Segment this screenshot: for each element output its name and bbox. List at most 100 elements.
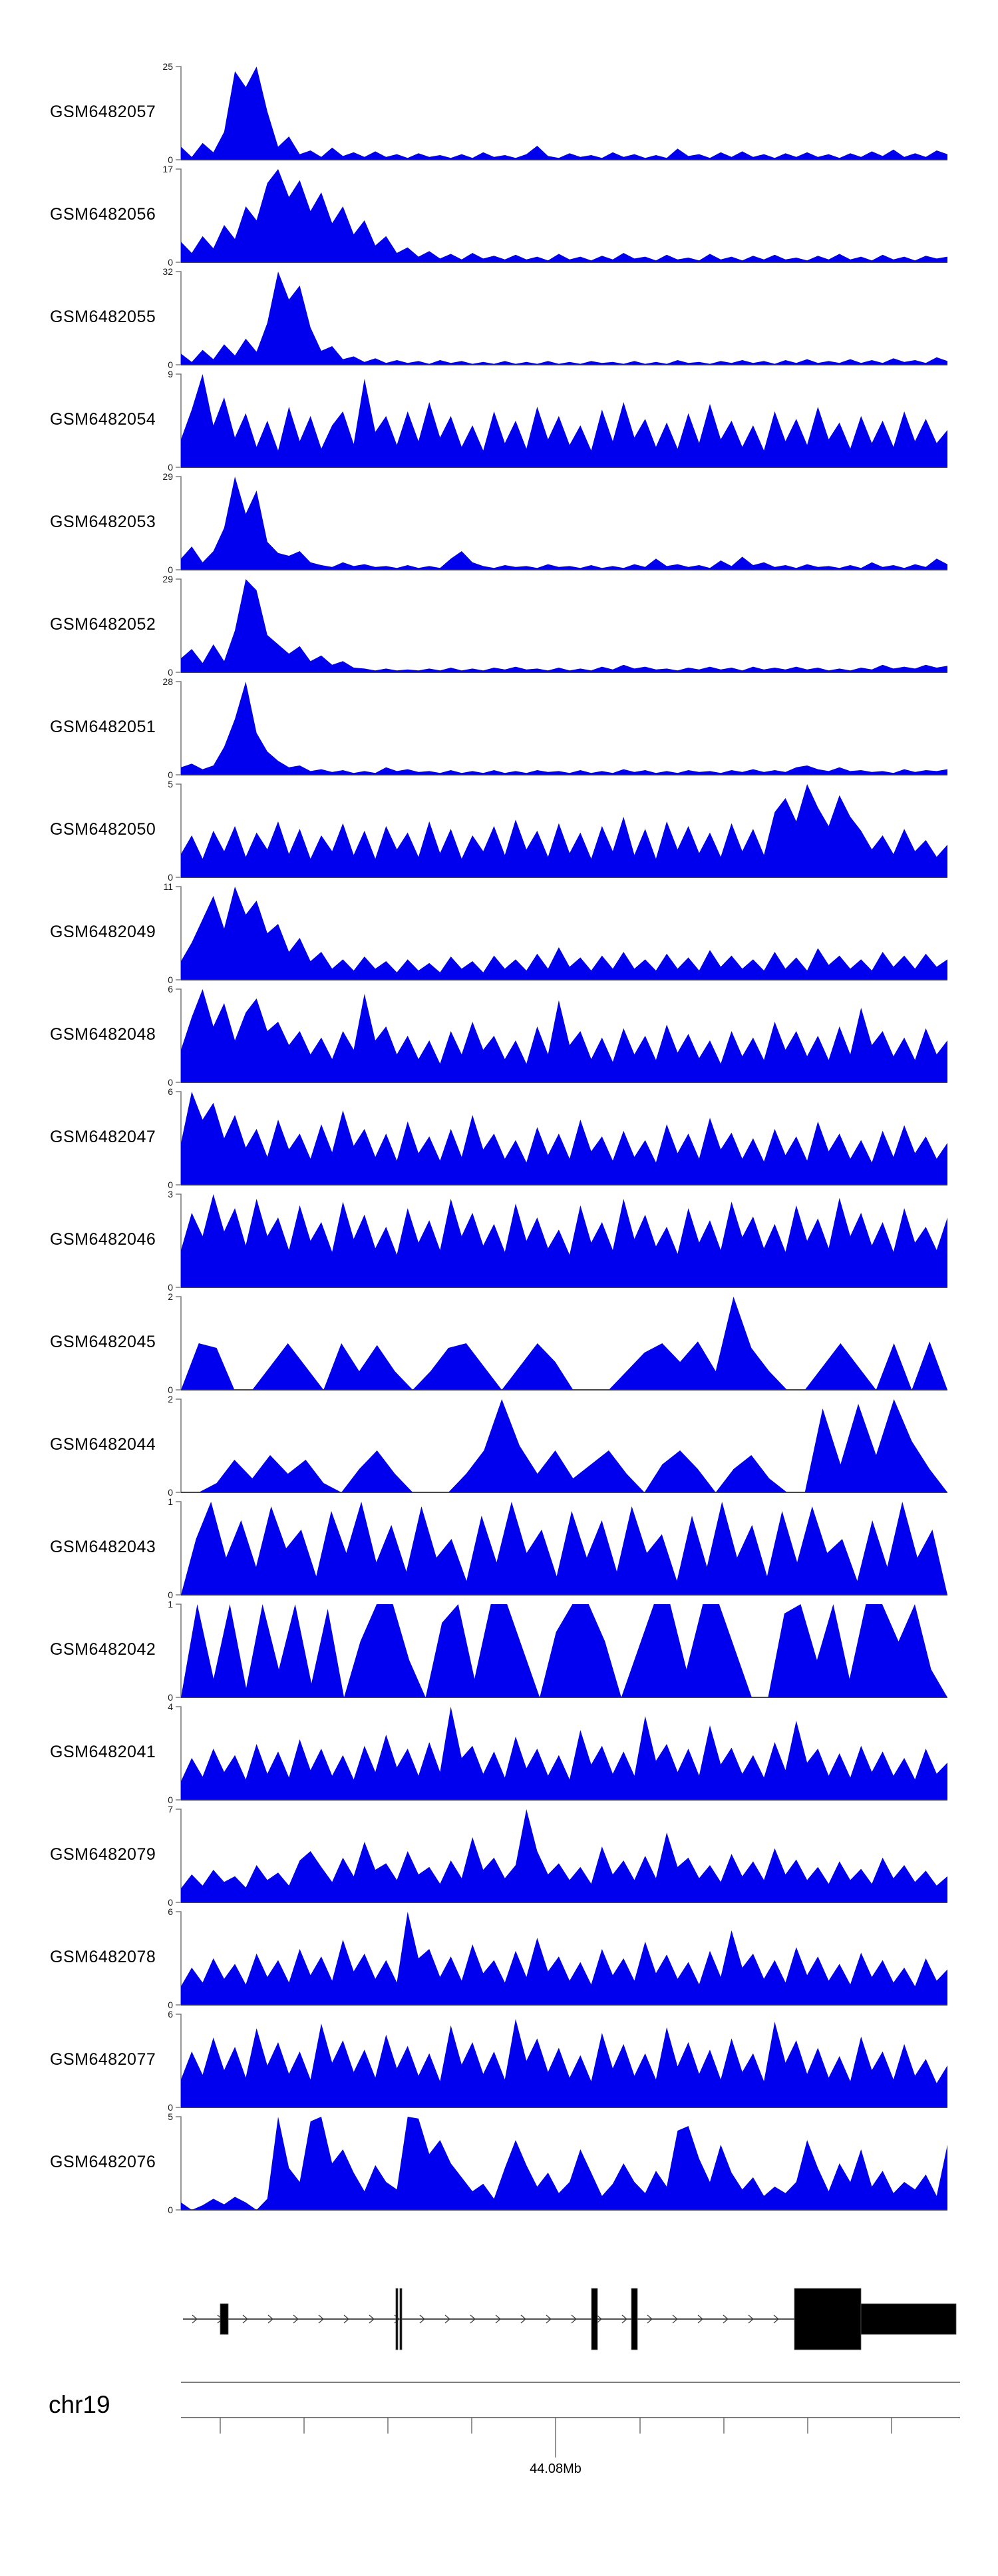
data-track-row: GSM6482052 29 0 xyxy=(0,572,998,680)
coverage-plot: 20 xyxy=(168,1291,947,1395)
y-axis-zero-label: 0 xyxy=(168,872,173,883)
strand-arrow-icon xyxy=(520,2314,526,2324)
data-track-row: GSM6482053 29 0 xyxy=(0,470,998,578)
coverage-plot: 60 xyxy=(168,984,947,1088)
y-axis-bracket xyxy=(176,1809,182,1903)
strand-arrow-icon xyxy=(773,2314,779,2324)
strand-arrow-icon xyxy=(267,2314,273,2324)
strand-arrow-icon xyxy=(369,2314,375,2324)
coverage-area xyxy=(181,2019,947,2107)
strand-arrow-icon xyxy=(444,2314,450,2324)
coverage-plot: 17 0 xyxy=(162,164,947,268)
data-track-row: GSM6482076 5 0 xyxy=(0,2110,998,2218)
coverage-plot: 50 xyxy=(168,2111,947,2215)
strand-arrow-icon xyxy=(495,2314,501,2324)
coverage-plot: 25 0 xyxy=(162,61,947,165)
track-label: GSM6482077 xyxy=(50,2050,156,2069)
y-axis-max-label: 4 xyxy=(168,1701,173,1712)
coverage-plot: 30 xyxy=(168,1189,947,1293)
exon-block xyxy=(794,2288,862,2350)
strand-arrow-icon xyxy=(596,2314,602,2324)
track-label: GSM6482076 xyxy=(50,2153,156,2171)
coverage-plot: 29 0 xyxy=(162,574,947,678)
track-label: GSM6482055 xyxy=(50,308,156,326)
coverage-plot: 70 xyxy=(168,1804,947,1908)
track-label: GSM6482078 xyxy=(50,1948,156,1966)
y-axis-zero-label: 0 xyxy=(168,1385,173,1395)
y-axis-zero-label: 0 xyxy=(168,2205,173,2215)
data-track-row: GSM6482054 9 0 xyxy=(0,367,998,475)
y-axis-max-label: 6 xyxy=(168,1906,173,1917)
track-label: GSM6482047 xyxy=(50,1128,156,1146)
strand-arrow-icon xyxy=(343,2314,349,2324)
exon-block xyxy=(399,2288,403,2350)
data-track-row: GSM6482045 2 0 xyxy=(0,1290,998,1398)
coverage-area xyxy=(181,579,947,672)
track-label: GSM6482079 xyxy=(50,1845,156,1864)
track-label: GSM6482050 xyxy=(50,820,156,839)
y-axis-bracket xyxy=(176,1501,182,1596)
y-axis-max-label: 29 xyxy=(162,471,173,482)
y-axis-zero-label: 0 xyxy=(168,1487,173,1498)
coverage-area xyxy=(181,1707,947,1800)
data-track-row: GSM6482078 6 0 xyxy=(0,1905,998,2013)
strand-arrow-icon xyxy=(192,2314,198,2324)
data-track-row: GSM6482044 2 0 xyxy=(0,1393,998,1500)
coverage-area xyxy=(181,169,947,262)
coverage-plot: 10 xyxy=(168,1496,947,1600)
y-axis-bracket xyxy=(176,271,182,365)
y-axis-zero-label: 0 xyxy=(168,1077,173,1088)
coverage-area xyxy=(181,784,947,877)
track-label: GSM6482053 xyxy=(50,513,156,531)
y-axis-bracket xyxy=(176,2014,182,2108)
y-axis-max-label: 5 xyxy=(168,2111,173,2122)
track-label: GSM6482054 xyxy=(50,410,156,429)
exon-block xyxy=(860,2303,957,2335)
track-label: GSM6482049 xyxy=(50,923,156,941)
coverage-plot: 60 xyxy=(168,1086,947,1190)
data-track-row: GSM6482056 17 0 xyxy=(0,162,998,270)
data-track-row: GSM6482077 6 0 xyxy=(0,2008,998,2115)
track-label: GSM6482051 xyxy=(50,718,156,736)
y-axis-max-label: 9 xyxy=(168,369,173,379)
y-axis-max-label: 6 xyxy=(168,1086,173,1097)
coverage-plot: 20 xyxy=(168,1394,947,1498)
y-axis-max-label: 2 xyxy=(168,1394,173,1404)
y-axis-max-label: 6 xyxy=(168,2009,173,2020)
data-track-row: GSM6482057 25 0 xyxy=(0,60,998,168)
strand-arrow-icon xyxy=(242,2314,248,2324)
coverage-area xyxy=(181,1912,947,2005)
coverage-area xyxy=(181,67,947,160)
track-label: GSM6482045 xyxy=(50,1333,156,1351)
y-axis-zero-label: 0 xyxy=(168,1795,173,1805)
chromosome-label: chr19 xyxy=(49,2391,110,2418)
coverage-area xyxy=(181,1604,947,1697)
y-axis-zero-label: 0 xyxy=(168,1590,173,1600)
coverage-plot: 90 xyxy=(168,369,947,473)
y-axis-bracket xyxy=(176,681,182,775)
coverage-area xyxy=(181,1297,947,1390)
y-axis-max-label: 2 xyxy=(168,1291,173,1302)
y-axis-zero-label: 0 xyxy=(168,769,173,780)
coverage-area xyxy=(181,887,947,980)
coverage-area xyxy=(181,477,947,570)
track-label: GSM6482044 xyxy=(50,1435,156,1454)
track-label: GSM6482042 xyxy=(50,1640,156,1659)
coverage-plot: 28 0 xyxy=(162,676,947,780)
coverage-area xyxy=(181,989,947,1082)
strand-arrow-icon xyxy=(697,2314,703,2324)
strand-arrow-icon xyxy=(318,2314,324,2324)
y-axis-bracket xyxy=(176,1193,182,1288)
y-axis-max-label: 7 xyxy=(168,1804,173,1815)
strand-arrow-icon xyxy=(748,2314,754,2324)
coverage-plot: 29 0 xyxy=(162,471,947,575)
coverage-plot: 40 xyxy=(168,1701,947,1805)
strand-arrow-icon xyxy=(546,2314,552,2324)
y-axis-bracket xyxy=(176,1296,182,1391)
track-label: GSM6482056 xyxy=(50,205,156,224)
coverage-area xyxy=(181,1502,947,1595)
y-axis-max-label: 1 xyxy=(168,1496,173,1507)
coverage-area xyxy=(181,374,947,467)
data-track-row: GSM6482041 4 0 xyxy=(0,1700,998,1808)
